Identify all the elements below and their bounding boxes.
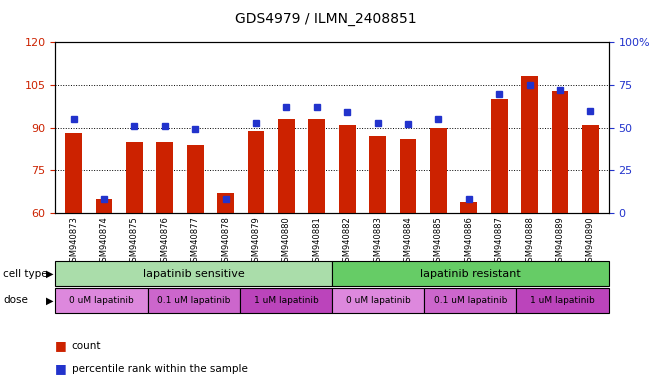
- Text: lapatinib sensitive: lapatinib sensitive: [143, 268, 245, 279]
- Bar: [148, 288, 240, 313]
- Bar: [187, 145, 204, 213]
- Text: ■: ■: [55, 362, 67, 375]
- Bar: [65, 133, 82, 213]
- Text: 0 uM lapatinib: 0 uM lapatinib: [69, 296, 134, 305]
- Text: percentile rank within the sample: percentile rank within the sample: [72, 364, 247, 374]
- Text: cell type: cell type: [3, 268, 48, 279]
- Bar: [96, 199, 113, 213]
- Bar: [460, 202, 477, 213]
- Bar: [126, 142, 143, 213]
- Text: GDS4979 / ILMN_2408851: GDS4979 / ILMN_2408851: [235, 12, 416, 25]
- Bar: [247, 131, 264, 213]
- Bar: [156, 142, 173, 213]
- Text: 1 uM lapatinib: 1 uM lapatinib: [253, 296, 318, 305]
- Text: dose: dose: [3, 295, 28, 306]
- Bar: [430, 127, 447, 213]
- Bar: [582, 125, 599, 213]
- Bar: [55, 288, 148, 313]
- Bar: [551, 91, 568, 213]
- Text: ■: ■: [55, 339, 67, 352]
- Bar: [278, 119, 295, 213]
- Text: 0.1 uM lapatinib: 0.1 uM lapatinib: [157, 296, 230, 305]
- Text: ▶: ▶: [46, 268, 53, 279]
- Bar: [55, 261, 332, 286]
- Bar: [424, 288, 516, 313]
- Bar: [491, 99, 508, 213]
- Text: 1 uM lapatinib: 1 uM lapatinib: [530, 296, 595, 305]
- Bar: [369, 136, 386, 213]
- Bar: [400, 139, 417, 213]
- Text: count: count: [72, 341, 101, 351]
- Bar: [217, 193, 234, 213]
- Bar: [516, 288, 609, 313]
- Text: 0 uM lapatinib: 0 uM lapatinib: [346, 296, 411, 305]
- Bar: [521, 76, 538, 213]
- Text: ▶: ▶: [46, 295, 53, 306]
- Text: 0.1 uM lapatinib: 0.1 uM lapatinib: [434, 296, 507, 305]
- Bar: [240, 288, 332, 313]
- Bar: [332, 288, 424, 313]
- Text: lapatinib resistant: lapatinib resistant: [420, 268, 521, 279]
- Bar: [332, 261, 609, 286]
- Bar: [339, 125, 355, 213]
- Bar: [309, 119, 325, 213]
